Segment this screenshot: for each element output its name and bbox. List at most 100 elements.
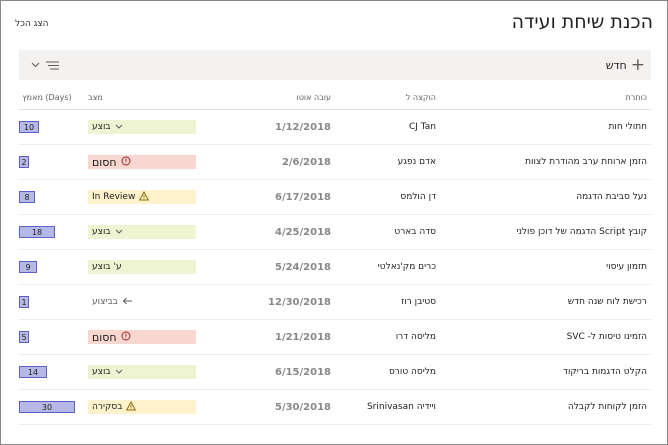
due-date: 2/6/2018: [281, 156, 331, 168]
status-cell[interactable]: בוצע: [88, 110, 196, 144]
status-label: ע' בוצע: [92, 262, 122, 272]
status-cell[interactable]: בוצע: [88, 215, 196, 249]
show-all-link[interactable]: הצג הכל: [15, 19, 49, 29]
table-row[interactable]: חתולי חות CJ Tan 1/12/2018 בוצע 10: [19, 110, 651, 145]
effort-cell: 2: [19, 145, 75, 179]
task-title[interactable]: רכישת לוח שנה חדש: [567, 297, 647, 307]
assigned-to: מליסה טורס: [388, 367, 436, 377]
status-badge: בביצוע: [88, 295, 196, 309]
status-label: בוצע: [92, 367, 111, 377]
table-row[interactable]: הזמינו טיסות ל- SVC מליסה דרו 1/21/2018 …: [19, 320, 651, 355]
effort-value: 9: [25, 262, 31, 272]
due-date: 5/30/2018: [274, 401, 331, 413]
status-cell[interactable]: בסקירה: [88, 390, 196, 424]
status-cell[interactable]: בביצוע: [88, 285, 196, 319]
due-date: 6/17/2018: [274, 191, 331, 203]
due-date: 4/25/2018: [274, 226, 331, 238]
task-title[interactable]: חתולי חות: [608, 122, 647, 132]
table-row[interactable]: הזמן ארוחת ערב מהודרת לצוות אדם נפגע 2/6…: [19, 145, 651, 180]
warning-icon: [126, 400, 137, 414]
task-title[interactable]: נעל סביבת הדגמה: [576, 192, 647, 202]
status-label: In Review: [92, 192, 136, 202]
column-header-assigned[interactable]: הוקצה ל: [405, 92, 436, 102]
status-cell[interactable]: ע' בוצע: [88, 250, 196, 284]
effort-value: 30: [41, 402, 53, 412]
effort-value: 8: [24, 192, 30, 202]
status-badge: חסום: [88, 330, 196, 344]
effort-bar: 10: [19, 121, 39, 133]
due-date: 1/12/2018: [274, 121, 331, 133]
column-header-due[interactable]: עובה אוטו: [296, 92, 331, 102]
status-badge: In Review: [88, 190, 196, 204]
effort-value: 2: [21, 157, 27, 167]
effort-bar: 30: [19, 401, 75, 413]
status-badge: ע' בוצע: [88, 260, 196, 274]
column-header-status[interactable]: מצב: [88, 92, 103, 102]
table-row[interactable]: רכישת לוח שנה חדש סטיבן רוז 12/30/2018 ב…: [19, 285, 651, 320]
task-title[interactable]: הזמינו טיסות ל- SVC: [566, 332, 647, 342]
due-date: 5/24/2018: [274, 261, 331, 273]
warning-icon: [139, 190, 150, 204]
assigned-to: ויידיה Srinivasan: [366, 402, 436, 412]
table-row[interactable]: תזמון עיסוי כרים מק'נאלטי 5/24/2018 ע' ב…: [19, 250, 651, 285]
status-label: בביצוע: [92, 297, 118, 307]
column-header-title[interactable]: כותרת: [625, 92, 647, 102]
effort-value: 10: [23, 122, 35, 132]
status-badge: בוצע: [88, 365, 196, 379]
chevron-down-icon: [115, 122, 123, 132]
effort-value: 1: [21, 297, 27, 307]
status-cell[interactable]: חסום: [88, 145, 196, 179]
column-header-effort[interactable]: מאמץ (Days): [22, 92, 72, 102]
assigned-to: סדה בארט: [394, 227, 436, 237]
new-item-button[interactable]: + חדש: [606, 56, 645, 74]
effort-cell: 30: [19, 390, 75, 424]
status-label: חסום: [92, 330, 117, 344]
status-cell[interactable]: In Review: [88, 180, 196, 214]
assigned-to: דן הולמס: [400, 192, 436, 202]
chevron-down-icon: [31, 62, 40, 68]
effort-value: 14: [27, 367, 39, 377]
table-row[interactable]: הזמן לקוחות לקבלה ויידיה Srinivasan 5/30…: [19, 390, 651, 425]
status-cell[interactable]: בוצע: [88, 355, 196, 389]
assigned-to: אדם נפגע: [397, 157, 436, 167]
plus-icon: +: [630, 55, 645, 75]
assigned-to: כרים מק'נאלטי: [377, 262, 436, 272]
table-row[interactable]: הקלט הדגמות בריקוד מליסה טורס 6/15/2018 …: [19, 355, 651, 390]
due-date: 1/21/2018: [274, 331, 331, 343]
task-title[interactable]: תזמון עיסוי: [606, 262, 647, 272]
status-cell[interactable]: חסום: [88, 320, 196, 354]
effort-bar: 14: [19, 366, 47, 378]
effort-cell: 14: [19, 355, 75, 389]
assigned-to: CJ Tan: [408, 122, 436, 132]
task-title[interactable]: הזמן ארוחת ערב מהודרת לצוות: [525, 157, 647, 167]
effort-cell: 18: [19, 215, 75, 249]
task-title[interactable]: הזמן לקוחות לקבלה: [567, 402, 647, 412]
status-label: בוצע: [92, 227, 111, 237]
status-badge: בסקירה: [88, 400, 196, 414]
due-date: 12/30/2018: [268, 296, 331, 308]
task-title[interactable]: קובץ Script הדגמה של דוכן פולני: [516, 227, 647, 237]
blocked-icon: [121, 331, 131, 344]
status-label: בסקירה: [92, 402, 123, 412]
status-badge: חסום: [88, 155, 196, 169]
effort-cell: 8: [19, 180, 75, 214]
view-options-button[interactable]: [31, 58, 59, 72]
status-label: בוצע: [92, 122, 111, 132]
column-header-row: כותרת הוקצה ל עובה אוטו מצב מאמץ (Days): [19, 85, 651, 110]
task-title[interactable]: הקלט הדגמות בריקוד: [563, 367, 647, 377]
effort-value: 5: [21, 332, 27, 342]
assigned-to: סטיבן רוז: [401, 297, 436, 307]
effort-cell: 1: [19, 285, 75, 319]
effort-cell: 9: [19, 250, 75, 284]
chevron-down-icon: [115, 227, 123, 237]
effort-bar: 5: [19, 331, 29, 343]
effort-cell: 5: [19, 320, 75, 354]
due-date: 6/15/2018: [274, 366, 331, 378]
status-badge: בוצע: [88, 225, 196, 239]
new-item-label: חדש: [605, 58, 627, 72]
table-row[interactable]: קובץ Script הדגמה של דוכן פולני סדה בארט…: [19, 215, 651, 250]
effort-value: 18: [31, 227, 43, 237]
blocked-icon: [121, 156, 131, 169]
table-row[interactable]: נעל סביבת הדגמה דן הולמס 6/17/2018 In Re…: [19, 180, 651, 215]
